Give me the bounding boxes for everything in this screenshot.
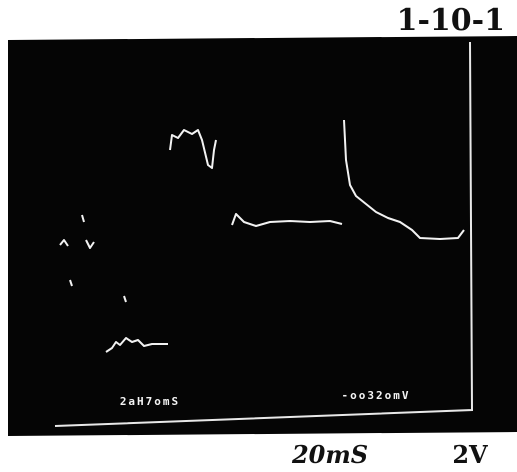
voltage-readout: -oo32omV (342, 389, 411, 402)
graticule-frame (54, 41, 474, 427)
time-readout: 2aH7omS (120, 395, 180, 408)
trace-segment (343, 119, 465, 240)
trace-segment (169, 129, 217, 169)
trace-fragment (59, 214, 127, 303)
trace-segment (231, 213, 343, 227)
trace-segment (105, 337, 168, 353)
time-scale: 20mS (291, 440, 368, 469)
screen (8, 36, 517, 436)
volt-scale: 2V (452, 440, 488, 469)
sheet-label: 1-10-1 (397, 3, 505, 38)
